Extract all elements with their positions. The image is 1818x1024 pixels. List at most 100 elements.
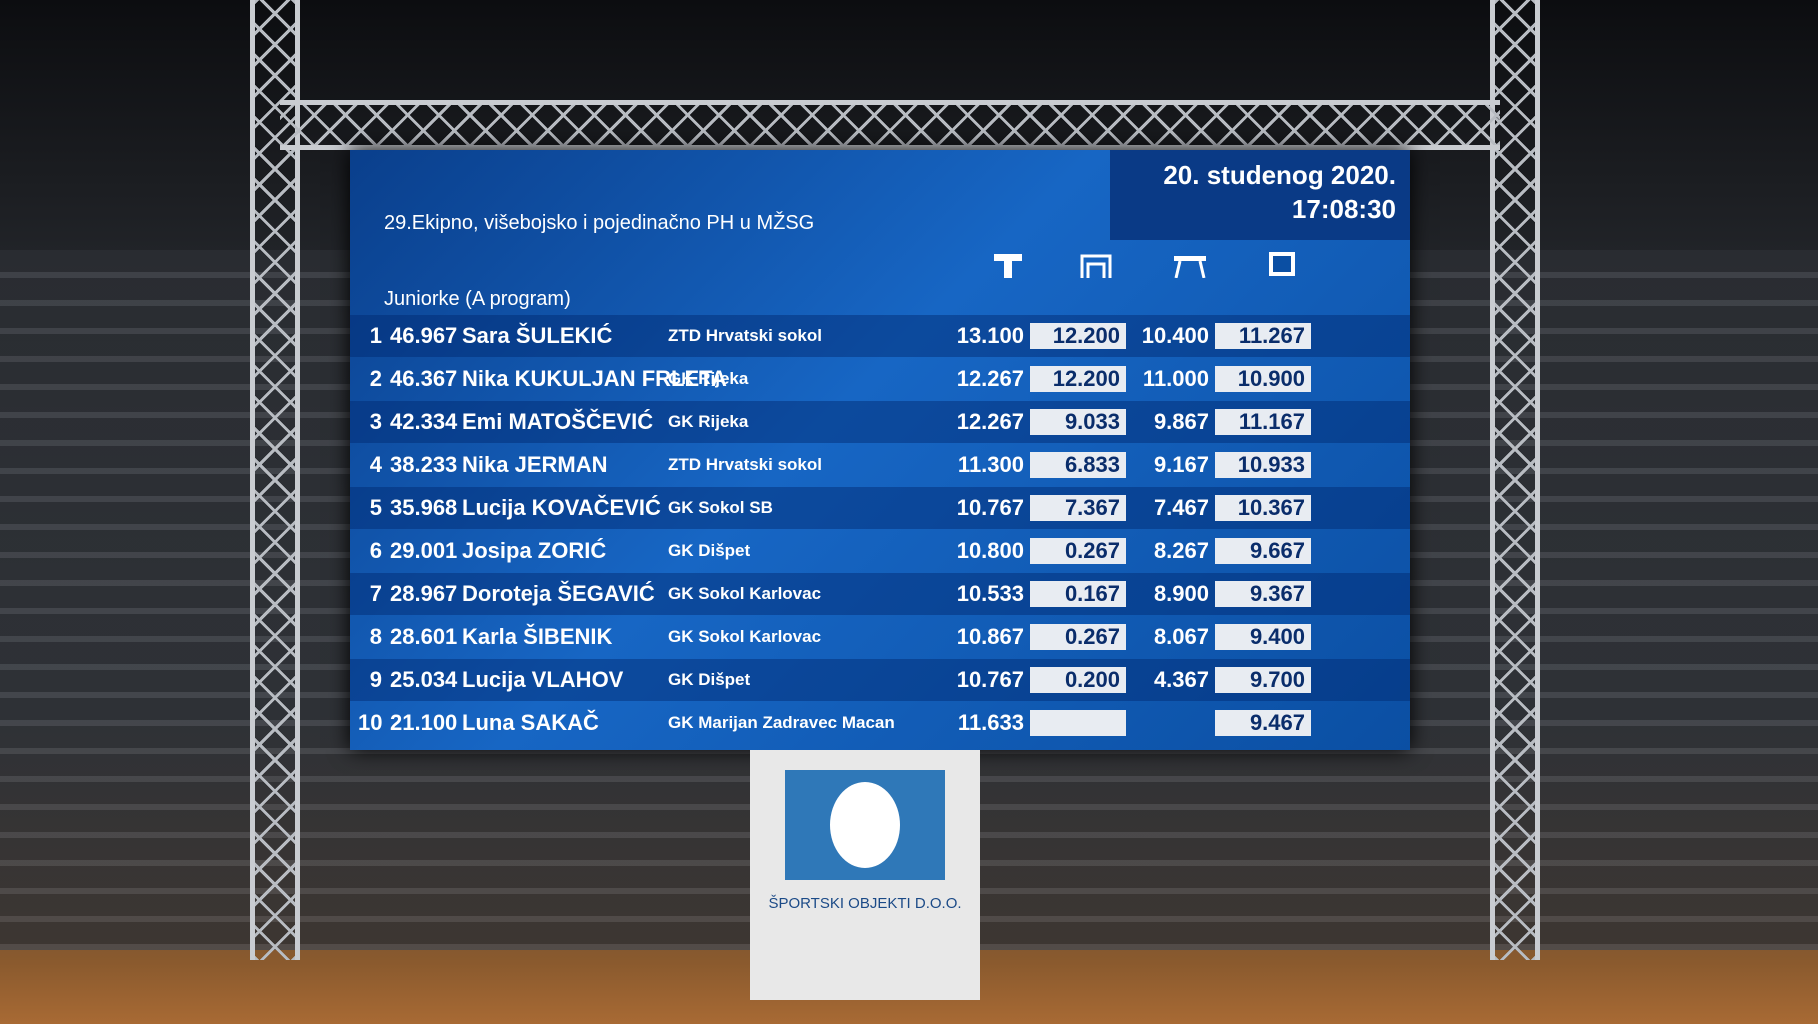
name: Lucija VLAHOV [462,667,624,692]
truss [1490,0,1540,960]
rank: 6 [369,538,382,563]
score: 0.167 [1030,581,1126,607]
score: 9.700 [1215,667,1311,693]
logo-mark [830,782,900,868]
score: 13.100 [956,323,1024,348]
score: 10.367 [1215,495,1311,521]
name: Luna SAKAČ [462,710,599,735]
club: GK Rijeka [668,412,749,431]
score: 12.200 [1030,366,1126,392]
result-row: 6 29.001 Josipa ZORIĆ GK Dišpet 10.800 0.267 8… [350,530,1410,572]
score: 9.467 [1215,710,1311,736]
score: 8.900 [1153,581,1209,606]
floor-icon [1269,252,1295,276]
rank: 4 [369,452,382,477]
header-box: 20. studenog 2020. 17:08:30 [1110,150,1410,240]
score: 0.267 [1030,538,1126,564]
score: 12.267 [956,409,1024,434]
name: Sara ŠULEKIĆ [462,323,613,348]
truss [280,100,1500,150]
score: 10.933 [1215,452,1311,478]
club: ZTD Hrvatski sokol [668,326,822,345]
total: 29.001 [390,538,458,563]
name: Lucija KOVAČEVIĆ [462,495,661,520]
score: 9.867 [1153,409,1209,434]
score: 10.900 [1215,366,1311,392]
name: Josipa ZORIĆ [462,538,607,563]
score: 9.167 [1153,452,1209,477]
logo [785,770,945,880]
name: Doroteja ŠEGAVIĆ [462,581,655,606]
total: 28.601 [390,624,458,649]
score: 8.267 [1153,538,1209,563]
door: ŠPORTSKI OBJEKTI D.O.O. [750,750,980,1000]
club: GK Sokol SB [668,498,773,517]
rank: 3 [369,409,382,434]
total: 28.967 [390,581,458,606]
score: 11.300 [957,452,1024,477]
total: 35.968 [390,495,458,520]
result-row: 3 42.334 Emi MATOŠČEVIĆ GK Rijeka 12.267 9.03… [350,401,1410,443]
rank: 10 [358,710,383,735]
score: 10.767 [956,495,1024,520]
score [1030,710,1126,736]
rank: 7 [369,581,382,606]
result-row: 7 28.967 Doroteja ŠEGAVIĆ GK Sokol Karlovac… [350,573,1410,615]
total: 25.034 [390,667,458,692]
club: GK Sokol Karlovac [668,584,822,603]
score: 11.633 [957,710,1024,735]
club: GK Sokol Karlovac [668,627,822,646]
score: 7.467 [1153,495,1209,520]
club: ZTD Hrvatski sokol [668,455,822,474]
rank: 5 [369,495,382,520]
score: 11.000 [1142,366,1209,391]
result-row: 2 46.367 Nika KUKULJAN FRLETA GK Rijeka 12.2… [350,358,1410,400]
total: 21.100 [390,710,458,735]
score: 10.767 [956,667,1024,692]
result-row: 10 21.100 Luna SAKAČ GK Marijan Zadravec Ma… [350,702,1410,744]
beam-icon [1174,256,1206,278]
sign: ŠPORTSKI OBJEKTI D.O.O. [768,895,962,912]
truss [250,0,300,960]
bars-icon [1080,254,1112,278]
club: GK Rijeka [668,369,749,388]
score: 12.200 [1030,323,1126,349]
name: Nika KUKULJAN FRLETA [462,366,727,391]
total: 42.334 [390,409,458,434]
rank: 8 [369,624,382,649]
vault-icon [994,254,1022,278]
total: 38.233 [390,452,458,477]
club: GK Marijan Zadravec Macan [668,713,895,732]
result-row: 9 25.034 Lucija VLAHOV GK Dišpet 10.767 0.200… [350,659,1410,701]
scoreboard: 20. studenog 2020. 17:08:30 29.Ekipno, v… [350,150,1410,750]
score: 11.167 [1215,409,1311,435]
club: GK Dišpet [668,541,751,560]
score: 11.267 [1215,323,1311,349]
time: 17:08:30 [1291,194,1396,224]
name: Nika JERMAN [462,452,608,477]
score: 6.833 [1030,452,1126,478]
title: 29.Ekipno, višebojsko i pojedinačno PH u… [384,212,815,234]
club: GK Dišpet [668,670,751,689]
rank: 2 [369,366,382,391]
score: 9.367 [1215,581,1311,607]
total: 46.967 [390,323,458,348]
score: 9.667 [1215,538,1311,564]
name: Emi MATOŠČEVIĆ [462,409,654,434]
score: 12.267 [956,366,1024,391]
date: 20. studenog 2020. [1163,160,1396,190]
score: 0.200 [1030,667,1126,693]
result-row: 5 35.968 Lucija KOVAČEVIĆ GK Sokol SB 10.767… [350,487,1410,529]
rank: 9 [369,667,382,692]
score: 8.067 [1153,624,1209,649]
score: 0.267 [1030,624,1126,650]
name: Karla ŠIBENIK [462,624,613,649]
score: 9.400 [1215,624,1311,650]
rank: 1 [369,323,382,348]
total: 46.367 [390,366,458,391]
result-row: 4 38.233 Nika JERMAN ZTD Hrvatski sokol 11.3… [350,444,1410,486]
score: 7.367 [1030,495,1126,521]
category: Juniorke (A program) [384,288,571,310]
score: 4.367 [1153,667,1209,692]
